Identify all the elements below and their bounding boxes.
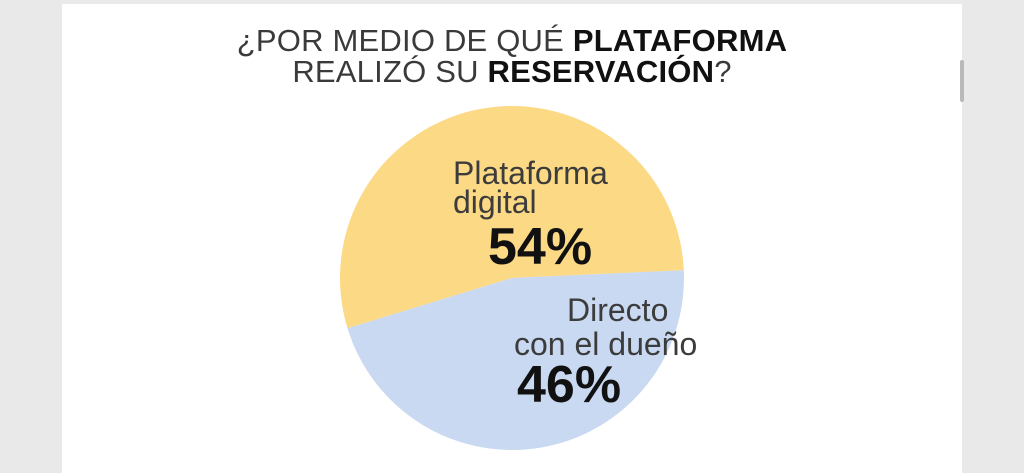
slice-2-label-line-2: con el dueño	[514, 326, 697, 362]
pie-slice-1	[340, 105, 684, 329]
slice-2-label-line-1: Directo	[567, 292, 668, 328]
slice-1-label-line-1: Plataforma	[453, 155, 608, 191]
pie-slice-2	[347, 270, 684, 450]
slice-1-value-label: 54%	[488, 218, 592, 276]
slice-2-value-label: 46%	[517, 356, 621, 414]
title-line-1-normal: ¿POR MEDIO DE QUÉ	[236, 23, 573, 58]
title-line-2-bold: RESERVACIÓN	[487, 54, 715, 89]
title-line-2-normal: REALIZÓ SU	[292, 54, 488, 89]
slice-1-label-line-2: digital	[453, 184, 537, 220]
title-line-1-bold: PLATAFORMA	[572, 23, 788, 58]
title-line-1: ¿POR MEDIO DE QUÉ PLATAFORMA	[62, 25, 962, 56]
title-line-2: REALIZÓ SU RESERVACIÓN?	[62, 56, 962, 87]
page-canvas: ¿POR MEDIO DE QUÉ PLATAFORMA REALIZÓ SU …	[62, 4, 962, 473]
chart-title: ¿POR MEDIO DE QUÉ PLATAFORMA REALIZÓ SU …	[62, 25, 962, 87]
scrollbar-thumb[interactable]	[960, 60, 964, 102]
title-line-2-end: ?	[714, 54, 732, 89]
